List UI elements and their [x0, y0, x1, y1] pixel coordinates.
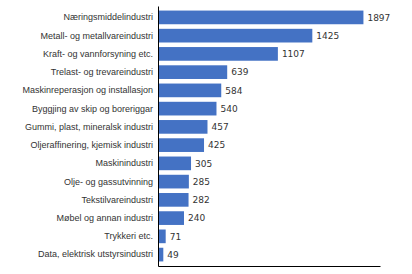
- y-tick: Gummi, plast, mineralsk industri: [25, 122, 153, 132]
- bar: [158, 157, 191, 171]
- y-tick: Trelast- og trevareindustri: [51, 67, 153, 77]
- data-label: 584: [225, 86, 242, 96]
- y-axis-line: [158, 7, 159, 267]
- y-tick: Maskinreperasjon og installasjon: [22, 85, 153, 95]
- y-tick: Metall- og metallvareindustri: [40, 31, 153, 41]
- y-tick: Trykkeri etc.: [104, 231, 153, 241]
- y-tick-label: Møbel og annan industri: [56, 213, 153, 223]
- bar: [158, 47, 278, 61]
- bar: [158, 230, 166, 244]
- bar: [158, 11, 363, 25]
- y-tick: Næringsmiddelindustri: [63, 12, 153, 22]
- bar: [158, 102, 216, 116]
- bar: [158, 193, 189, 207]
- bar: [158, 211, 184, 225]
- data-labels: 49 71 240 282 285 305 425 457 540 584 639 1107 1425 1…: [167, 13, 390, 260]
- y-tick-label: Olje- og gassutvinning: [64, 176, 153, 186]
- data-label: 285: [193, 177, 210, 187]
- data-label: 1425: [316, 31, 339, 41]
- plot: Data, elektrisk utstyrsindustri Trykkeri …: [22, 7, 390, 267]
- y-tick: Olje- og gassutvinning: [64, 176, 153, 186]
- y-axis: Data, elektrisk utstyrsindustri Trykkeri …: [22, 7, 158, 267]
- y-tick-label: Gummi, plast, mineralsk industri: [25, 122, 153, 132]
- bars: [158, 11, 363, 262]
- data-label: 305: [195, 159, 212, 169]
- chart: Data, elektrisk utstyrsindustri Trykkeri …: [0, 0, 412, 274]
- x-axis: [159, 266, 381, 267]
- data-label: 71: [170, 232, 181, 242]
- data-label: 457: [211, 122, 228, 132]
- y-tick: Data, elektrisk utstyrsindustri: [38, 249, 153, 259]
- data-label: 49: [167, 250, 179, 260]
- x-axis-line: [159, 266, 381, 267]
- bar: [158, 138, 204, 152]
- data-label: 1897: [367, 13, 390, 23]
- y-tick-label: Tekstilvareindustri: [81, 195, 153, 205]
- data-label: 1107: [282, 49, 305, 59]
- data-label: 282: [193, 195, 210, 205]
- y-tick-label: Maskinindustri: [95, 158, 153, 168]
- y-tick: Oljeraffinering, kjemisk industri: [31, 140, 153, 150]
- y-tick-label: Maskinreperasjon og installasjon: [22, 85, 153, 95]
- y-tick: Kraft- og vannforsyning etc.: [43, 49, 153, 59]
- y-tick-label: Data, elektrisk utstyrsindustri: [38, 249, 153, 259]
- y-tick-label: Trelast- og trevareindustri: [51, 67, 153, 77]
- bar: [158, 29, 312, 43]
- y-tick: Maskinindustri: [95, 158, 153, 168]
- y-tick-label: Metall- og metallvareindustri: [40, 31, 153, 41]
- y-tick-label: Kraft- og vannforsyning etc.: [43, 49, 153, 59]
- y-tick-label: Byggjing av skip og boreriggar: [32, 104, 153, 114]
- y-tick-label: Trykkeri etc.: [104, 231, 153, 241]
- y-tick: Møbel og annan industri: [56, 213, 153, 223]
- data-label: 425: [208, 140, 225, 150]
- y-tick-label: Næringsmiddelindustri: [63, 12, 153, 22]
- bar: [158, 120, 207, 134]
- data-label: 639: [231, 67, 248, 77]
- data-label: 240: [188, 213, 205, 223]
- bar: [158, 84, 221, 98]
- bar: [158, 175, 189, 189]
- y-tick-label: Oljeraffinering, kjemisk industri: [31, 140, 153, 150]
- data-label: 540: [220, 104, 237, 114]
- y-tick: Byggjing av skip og boreriggar: [32, 104, 153, 114]
- bar: [158, 65, 227, 79]
- y-tick: Tekstilvareindustri: [81, 195, 153, 205]
